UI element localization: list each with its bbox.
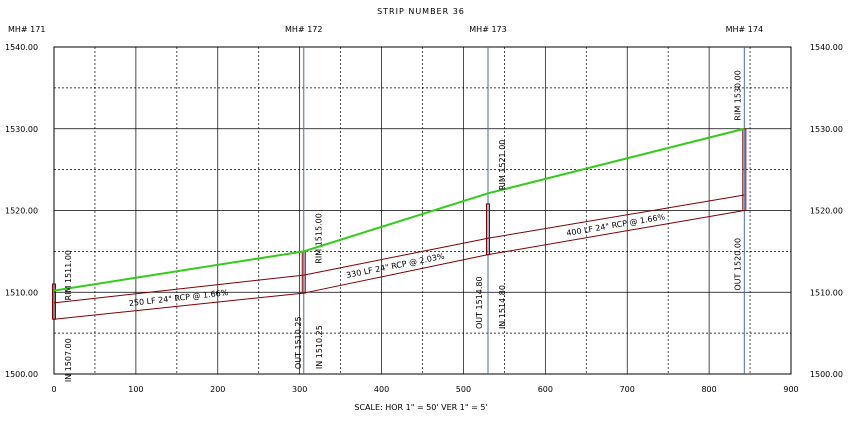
pipe-crown-line bbox=[53, 274, 304, 304]
y-tick-label-left: 1500.00 bbox=[5, 370, 38, 379]
x-tick-label: 300 bbox=[292, 385, 307, 394]
pipes bbox=[52, 128, 747, 320]
y-tick-label-left: 1530.00 bbox=[5, 125, 38, 134]
rim-label: RIM 1515.00 bbox=[315, 213, 324, 263]
x-tick-label: 400 bbox=[374, 385, 389, 394]
out-label: OUT 1514.80 bbox=[475, 276, 484, 329]
x-tick-label: 100 bbox=[128, 385, 143, 394]
pipe-label: 400 LF 24" RCP @ 1.66% bbox=[566, 212, 666, 238]
y-tick-label-right: 1510.00 bbox=[810, 288, 843, 297]
pipe-crown-line bbox=[303, 237, 489, 276]
pipe-invert-line bbox=[303, 254, 489, 294]
in-label: IN 1514.80 bbox=[498, 285, 507, 329]
y-tick-label-left: 1510.00 bbox=[5, 288, 38, 297]
labels: MH# 171 MH# 172 MH# 173 MH# 174 250 LF 24" R… bbox=[8, 25, 763, 382]
pipe-crown-line bbox=[487, 194, 745, 239]
y-tick-label-right: 1540.00 bbox=[810, 43, 843, 52]
scale-label: SCALE: HOR 1" = 50' VER 1" = 5' bbox=[354, 403, 487, 412]
y-tick-label-right: 1520.00 bbox=[810, 207, 843, 216]
rim-label: RIM 1511.00 bbox=[64, 250, 73, 300]
pipe-label: 250 LF 24" RCP @ 1.66% bbox=[128, 288, 229, 308]
grid bbox=[54, 47, 791, 374]
in-label: IN 1507.00 bbox=[64, 338, 73, 382]
rim-label: RIM 1521.00 bbox=[498, 140, 507, 190]
x-tick-label: 500 bbox=[456, 385, 471, 394]
plot-frame bbox=[53, 46, 792, 375]
out-label: OUT 1520.00 bbox=[733, 238, 742, 291]
x-tick-label: 200 bbox=[210, 385, 225, 394]
rim-label: RIM 1530.00 bbox=[733, 70, 742, 120]
pipe-label: 330 LF 24" RCP @ 2.03% bbox=[346, 252, 446, 280]
x-tick-label: 600 bbox=[538, 385, 553, 394]
x-tick-label: 700 bbox=[620, 385, 635, 394]
manhole-name: MH# 173 bbox=[469, 25, 506, 34]
manhole-name: MH# 174 bbox=[726, 25, 763, 34]
manhole-name: MH# 172 bbox=[285, 25, 322, 34]
out-label: OUT 1510.25 bbox=[294, 316, 303, 369]
manhole-name: MH# 171 bbox=[8, 25, 45, 34]
x-tick-label: 900 bbox=[783, 385, 798, 394]
pipe-invert-line bbox=[487, 210, 745, 256]
axes: 0 100 200 300 400 500 600 700 800 900 1500.00 1500.… bbox=[5, 43, 843, 394]
y-tick-label-left: 1540.00 bbox=[5, 43, 38, 52]
y-tick-label-left: 1520.00 bbox=[5, 207, 38, 216]
y-tick-label-right: 1500.00 bbox=[810, 370, 843, 379]
x-tick-label: 0 bbox=[51, 385, 56, 394]
ground-line bbox=[53, 127, 745, 292]
pipe-invert-line bbox=[53, 292, 304, 320]
x-tick-label: 800 bbox=[701, 385, 716, 394]
ground-profile bbox=[53, 127, 745, 292]
in-label: IN 1510.25 bbox=[315, 325, 324, 369]
chart-title: STRIP NUMBER 36 bbox=[377, 7, 465, 16]
y-tick-label-right: 1530.00 bbox=[810, 125, 843, 134]
